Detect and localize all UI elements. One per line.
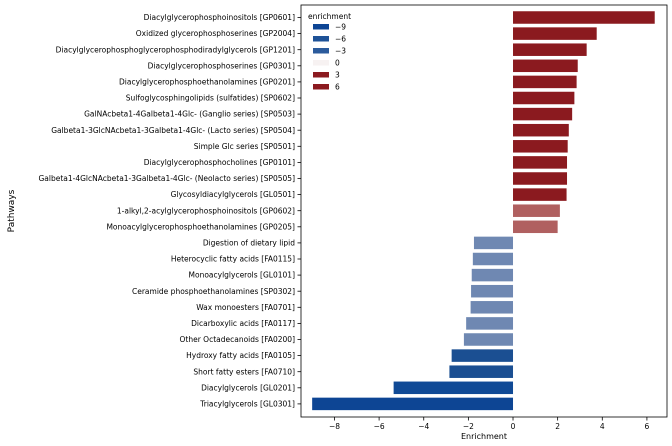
bar [513,220,558,234]
bar [513,188,567,201]
bar [513,140,568,153]
y-tick-label: Heterocyclic fatty acids [FA0115] [171,255,295,264]
bars [312,11,655,411]
bar [513,75,577,89]
y-tick-label: Other Octadecanoids [FA0200] [179,335,295,344]
y-tick-label: Diacylglycerols [GL0201] [201,383,295,392]
legend-entries: −9 −6 −3 0 3 6 [313,23,346,92]
bar [471,268,514,282]
bar [513,43,587,56]
legend-swatch [313,60,329,66]
y-tick-label: Dicarboxylic acids [FA0117] [191,319,295,328]
x-tick-label: 6 [645,422,650,431]
y-tick-label: Simple Glc series [SP0501] [194,142,295,151]
bar [463,333,514,346]
legend-swatch [313,24,329,30]
bar [513,204,560,217]
bar [451,349,514,362]
y-tick-label: Galbeta1-3GlcNAcbeta1-3Galbeta1-4Glc- (L… [51,126,295,135]
x-tick-label: −8 [329,422,340,431]
bar [513,172,568,185]
x-tick-label: 4 [600,422,605,431]
y-tick-label: Digestion of dietary lipid [203,239,295,248]
legend-swatch [313,72,329,78]
bar [471,284,514,298]
y-tick-label: Diacylglycerophosphocholines [GP0101] [144,158,295,167]
y-tick-label: GalNAcbeta1-4Galbeta1-4Glc- (Ganglio ser… [84,110,295,119]
x-axis-label: Enrichment [461,432,507,441]
y-tick-label: Oxidized glycerophosphoserines [GP2004] [136,29,295,38]
y-tick-label: Hydroxy fatty acids [FA0105] [186,351,295,360]
legend: enrichment −9 −6 −3 0 3 6 [308,12,351,92]
legend-label: −6 [335,35,346,44]
legend-swatch [313,36,329,42]
bar [513,11,655,24]
bar [513,123,569,137]
y-tick-label: Glycosyldiacylglycerols [GL0501] [171,190,295,199]
category-labels: Diacylglycerophosphoinositols [GP0601] Ox… [38,13,301,409]
x-ticks: −8 −6 −4 −2 0 2 4 6 [329,417,650,431]
legend-swatch [313,48,329,54]
bar [513,91,575,105]
plot-frame [300,4,668,418]
y-tick-label: Monoacylglycerols [GL0101] [189,271,296,280]
legend-label: 6 [335,83,340,92]
y-tick-label: Diacylglycerophosphoserines [GP0301] [148,61,295,70]
legend-label: −3 [335,47,346,56]
y-tick-label: Short fatty esters [FA0710] [193,367,295,376]
y-tick-label: Diacylglycerophosphoethanolamines [GP020… [119,78,295,87]
legend-label: 0 [335,59,340,68]
x-tick-label: −2 [463,422,474,431]
y-axis-label: Pathways [7,189,17,232]
y-tick-label: Sulfoglycosphingolipids (sulfatides) [SP… [126,94,295,103]
y-tick-label: Galbeta1-4GlcNAcbeta1-3Galbeta1-4Glc- (N… [38,174,295,183]
x-tick-label: 2 [555,422,560,431]
y-tick-label: Diacylglycerophosphoglycerophosphodirady… [56,45,295,54]
x-tick-label: −4 [418,422,429,431]
legend-label: 3 [335,71,340,80]
y-tick-label: Diacylglycerophosphoinositols [GP0601] [144,13,295,22]
y-tick-label: Wax monoesters [FA0701] [196,303,295,312]
bar [449,365,514,378]
bar [470,301,514,314]
legend-swatch [313,84,329,90]
bar [473,236,514,250]
y-tick-label: Monoacylglycerophosphoethanolamines [GP0… [106,222,295,231]
bar [513,156,568,169]
bar [472,252,514,266]
bar [312,397,514,411]
x-tick-label: 0 [511,422,516,431]
x-tick-label: −6 [374,422,385,431]
legend-label: −9 [335,23,346,32]
bar [466,317,514,330]
legend-title: enrichment [308,12,351,21]
bar [513,59,578,73]
y-tick-label: Ceramide phosphoethanolamines [SP0302] [132,287,295,296]
y-tick-label: Triacylglycerols [GL0301] [199,400,295,409]
y-tick-label: 1-alkyl,2-acylglycerophosphoinositols [G… [117,206,295,215]
bar [393,381,514,395]
bar [513,107,573,121]
bar [513,27,597,40]
